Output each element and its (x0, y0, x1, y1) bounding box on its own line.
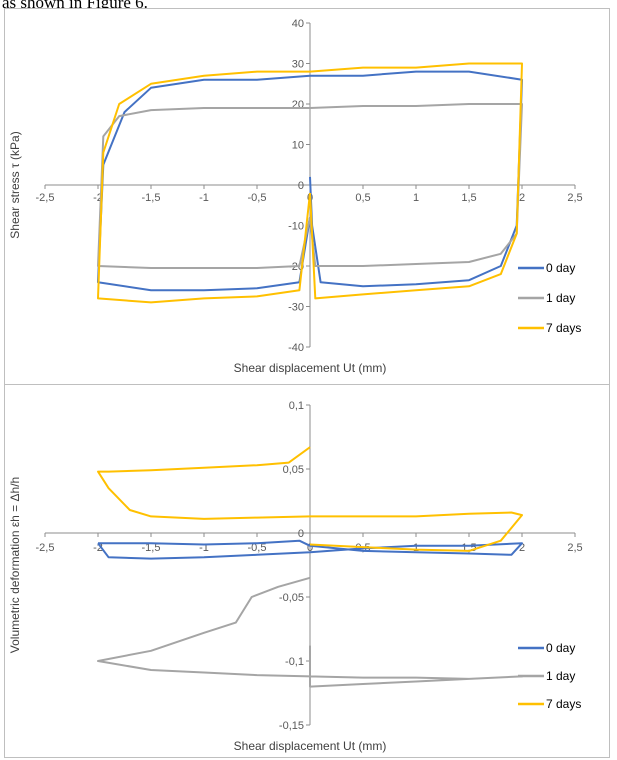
y-tick-label: 0 (298, 528, 304, 540)
x-axis-title: Shear displacement Ut (mm) (234, 739, 387, 753)
x-tick-label: -0,5 (248, 192, 267, 204)
x-tick-label: -1 (199, 192, 209, 204)
x-tick-label: -2,5 (36, 192, 55, 204)
y-axis-title: Shear stress τ (kPa) (8, 131, 22, 238)
x-tick-label: 2,5 (567, 542, 582, 554)
volumetric-deformation-chart: -2,5 -2 -1,5 -1 -0,5 0 0,5 1 1,5 2 2,5 0,1 0,05 0 -0,0… (4, 384, 610, 758)
x-tick-label: 1,5 (461, 542, 476, 554)
y-tick-label: 0 (298, 180, 304, 192)
y-tick-label: -30 (288, 302, 304, 314)
x-tick-label: 2,5 (567, 192, 582, 204)
x-tick-label: -2 (93, 542, 103, 554)
x-tick-label: 2 (519, 542, 525, 554)
y-tick-label: 10 (292, 140, 304, 152)
x-tick-label: 1,5 (461, 192, 476, 204)
x-tick-label: -1,5 (142, 542, 161, 554)
series-line-0-day (97, 539, 523, 560)
x-tick-label: 1 (413, 192, 419, 204)
x-tick-label: 2 (519, 192, 525, 204)
x-tick-label: -1,5 (142, 192, 161, 204)
shear-stress-chart-svg: -2,5 -2 -1,5 -1 -0,5 0 0,5 1 1,5 2 2,5403020100-10… (8, 18, 583, 375)
y-tick-label: 0,1 (289, 400, 304, 412)
y-axis-title: Volumetric deformation εh = Δh/h (8, 477, 22, 653)
series-line-7-days (97, 446, 523, 552)
legend-label: 7 days (546, 321, 581, 335)
shear-stress-chart: -2,5 -2 -1,5 -1 -0,5 0 0,5 1 1,5 2 2,5 40 30 20 10 0 -10… (4, 8, 610, 386)
legend-label: 0 day (546, 261, 575, 275)
x-tick-label: 0,5 (355, 192, 370, 204)
legend-label: 1 day (546, 669, 575, 683)
legend-label: 0 day (546, 641, 575, 655)
series-line-1-day (97, 576, 523, 688)
x-tick-label: 0 (307, 542, 313, 554)
x-tick-label: -1 (199, 542, 209, 554)
series-line-7-days (97, 62, 523, 304)
y-tick-label: -0,15 (279, 720, 304, 732)
y-tick-label: 20 (292, 99, 304, 111)
x-tick-label: -2 (93, 192, 103, 204)
series-line-0-day (97, 70, 523, 292)
series-line-1-day (97, 103, 523, 269)
legend-label: 7 days (546, 697, 581, 711)
y-tick-label: -40 (288, 342, 304, 354)
y-tick-label: 40 (292, 18, 304, 30)
x-tick-label: -2,5 (36, 542, 55, 554)
x-axis-title: Shear displacement Ut (mm) (234, 361, 387, 375)
x-tick-label: 1 (413, 542, 419, 554)
y-tick-label: -0,1 (285, 656, 304, 668)
legend-label: 1 day (546, 291, 575, 305)
x-tick-label: -0,5 (248, 542, 267, 554)
y-tick-label: -0,05 (279, 592, 304, 604)
y-tick-label: 30 (292, 59, 304, 71)
volumetric-deformation-chart-svg: -2,5 -2 -1,5 -1 -0,5 0 0,5 1 1,5 2 2,50,10,050-0,0… (8, 400, 583, 753)
y-tick-label: -10 (288, 221, 304, 233)
y-tick-label: 0,05 (283, 464, 304, 476)
